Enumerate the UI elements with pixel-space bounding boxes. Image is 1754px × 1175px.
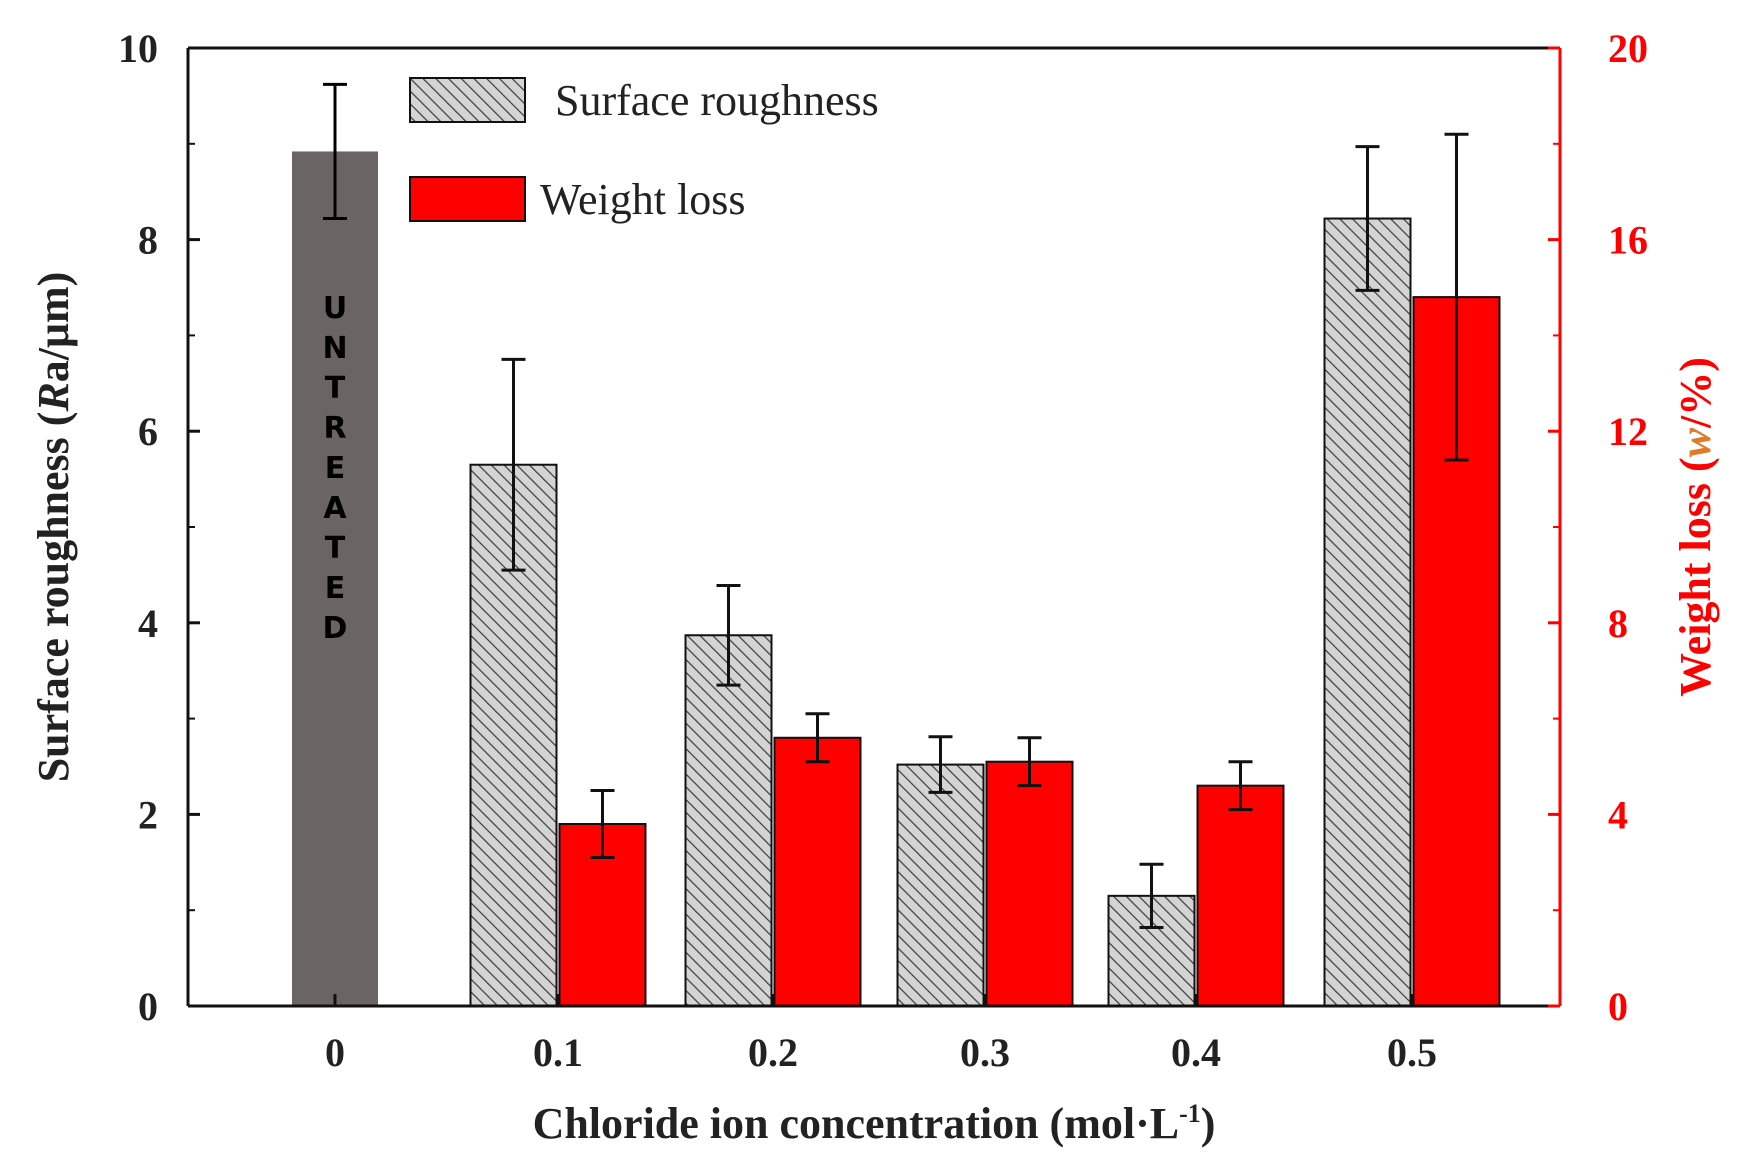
y-axis-left-title-part: R — [29, 382, 78, 412]
y-left-tick-label: 2 — [138, 792, 158, 837]
untreated-label-letter: T — [325, 531, 346, 566]
weight-loss-bar — [773, 736, 862, 1007]
y-axis-left-title: Surface roughness (Ra/μm) — [29, 272, 78, 783]
y-left-tick-label: 0 — [138, 984, 158, 1029]
roughness-bar — [1323, 217, 1412, 1008]
y-right-tick-label: 20 — [1608, 26, 1648, 71]
x-tick-label: 0.4 — [1171, 1030, 1221, 1075]
y-left-tick-label: 6 — [138, 409, 158, 454]
untreated-label-letter: E — [325, 571, 346, 606]
bars-layer — [292, 82, 1501, 1008]
weight-loss-error-bar — [1444, 132, 1469, 462]
weight-loss-error-bar — [1017, 736, 1042, 788]
weight-loss-error-bar — [805, 712, 830, 764]
legend-swatch-weight-loss — [409, 176, 526, 222]
y-axis-right-title-part: Weight loss ( — [1671, 457, 1720, 697]
y-right-tick-label: 8 — [1608, 601, 1628, 646]
roughness-error-bar — [501, 357, 526, 572]
untreated-label-letter: A — [323, 491, 347, 526]
legend-label-weight-loss: Weight loss — [540, 175, 745, 224]
x-tick-label: 0.5 — [1387, 1030, 1437, 1075]
x-tick-label: 0.2 — [748, 1030, 798, 1075]
axes-layer — [186, 46, 1562, 1008]
y-axis-right-title: Weight loss (w/%) — [1671, 357, 1720, 697]
y-axis-left-title-part: Surface roughness ( — [29, 412, 78, 783]
weight-loss-error-bar — [590, 788, 615, 860]
y-axis-right-title-part: w — [1671, 427, 1720, 457]
untreated-label-letter: U — [323, 291, 347, 326]
y-left-tick-label: 10 — [118, 26, 158, 71]
y-axis-left-title-part: a/μm) — [29, 272, 78, 382]
x-tick-label: 0.1 — [533, 1030, 583, 1075]
x-tick-label: 0 — [325, 1030, 345, 1075]
legend-label-surface-roughness: Surface roughness — [555, 76, 879, 125]
legend-swatch-surface-roughness — [409, 77, 526, 123]
untreated-label-letter: T — [325, 371, 346, 406]
y-right-tick-label: 0 — [1608, 984, 1628, 1029]
y-left-tick-label: 8 — [138, 218, 158, 263]
x-axis-title-superscript: -1 — [1179, 1099, 1201, 1128]
legend: Surface roughness Weight loss — [409, 76, 879, 224]
roughness-bar — [896, 763, 985, 1007]
untreated-label-letter: E — [325, 451, 346, 486]
untreated-label-letter: N — [322, 331, 347, 366]
weight-loss-bar — [985, 760, 1074, 1008]
roughness-error-bar — [928, 735, 953, 794]
y-left-tick-label: 4 — [138, 601, 158, 646]
y-right-tick-label: 12 — [1608, 409, 1648, 454]
roughness-bar — [684, 634, 773, 1008]
roughness-error-bar — [1355, 145, 1380, 292]
untreated-label-letter: D — [323, 611, 348, 646]
weight-loss-error-bar — [1228, 760, 1253, 812]
y-right-tick-label: 16 — [1608, 218, 1648, 263]
roughness-error-bar — [716, 583, 741, 687]
untreated-error-bar — [323, 82, 347, 221]
x-axis-title: Chloride ion concentration (mol·L-1) — [533, 1099, 1216, 1148]
untreated-bar — [292, 151, 378, 1007]
weight-loss-bar — [1196, 784, 1285, 1007]
y-right-tick-label: 4 — [1608, 792, 1628, 837]
x-axis-title-end: ) — [1201, 1099, 1216, 1148]
x-tick-label: 0.3 — [960, 1030, 1010, 1075]
roughness-error-bar — [1139, 862, 1164, 929]
y-axis-right-title-part: /%) — [1671, 357, 1720, 429]
x-axis-title-main: Chloride ion concentration (mol·L — [533, 1099, 1180, 1148]
untreated-label-letter: R — [323, 411, 346, 446]
